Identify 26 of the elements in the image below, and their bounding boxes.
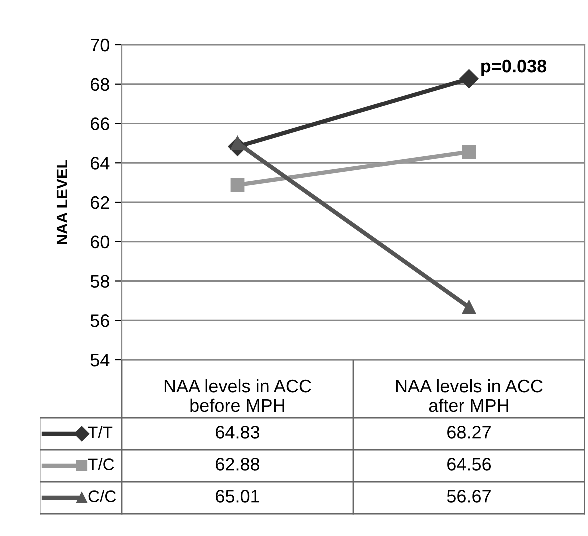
point [460,70,479,89]
data-label: 56.67 [447,490,491,503]
y-tick-label: 60 [91,236,110,249]
point [230,178,245,192]
y-tick-label: 54 [90,354,110,367]
data-label: 64.83 [216,426,260,439]
data-label: 64.56 [448,458,492,471]
y-tick-label: 62 [91,196,110,210]
y-tick-label: 66 [91,118,110,130]
y-axis-title: NAA LEVEL [56,160,68,244]
y-tick-label: 70 [91,38,110,52]
y-tick-label: 58 [90,275,110,288]
data-label: 65.01 [216,490,260,503]
legend-label: T/C [88,458,114,470]
y-tick-label: 64 [91,157,110,170]
y-tick-label: 68 [91,78,110,92]
point [462,145,476,160]
x-tick-label: NAA levels in ACC after MPH [396,379,543,412]
point [462,300,476,314]
y-tick-label: 56 [90,314,110,328]
legend-label: C/C [88,490,116,502]
x-tick-label: NAA levels in ACC before MPH [164,379,312,412]
legend-label: T/T [88,426,113,438]
annotation: p=0.038 [482,60,547,76]
data-label: 62.88 [216,458,260,471]
data-label: 68.27 [448,426,491,439]
